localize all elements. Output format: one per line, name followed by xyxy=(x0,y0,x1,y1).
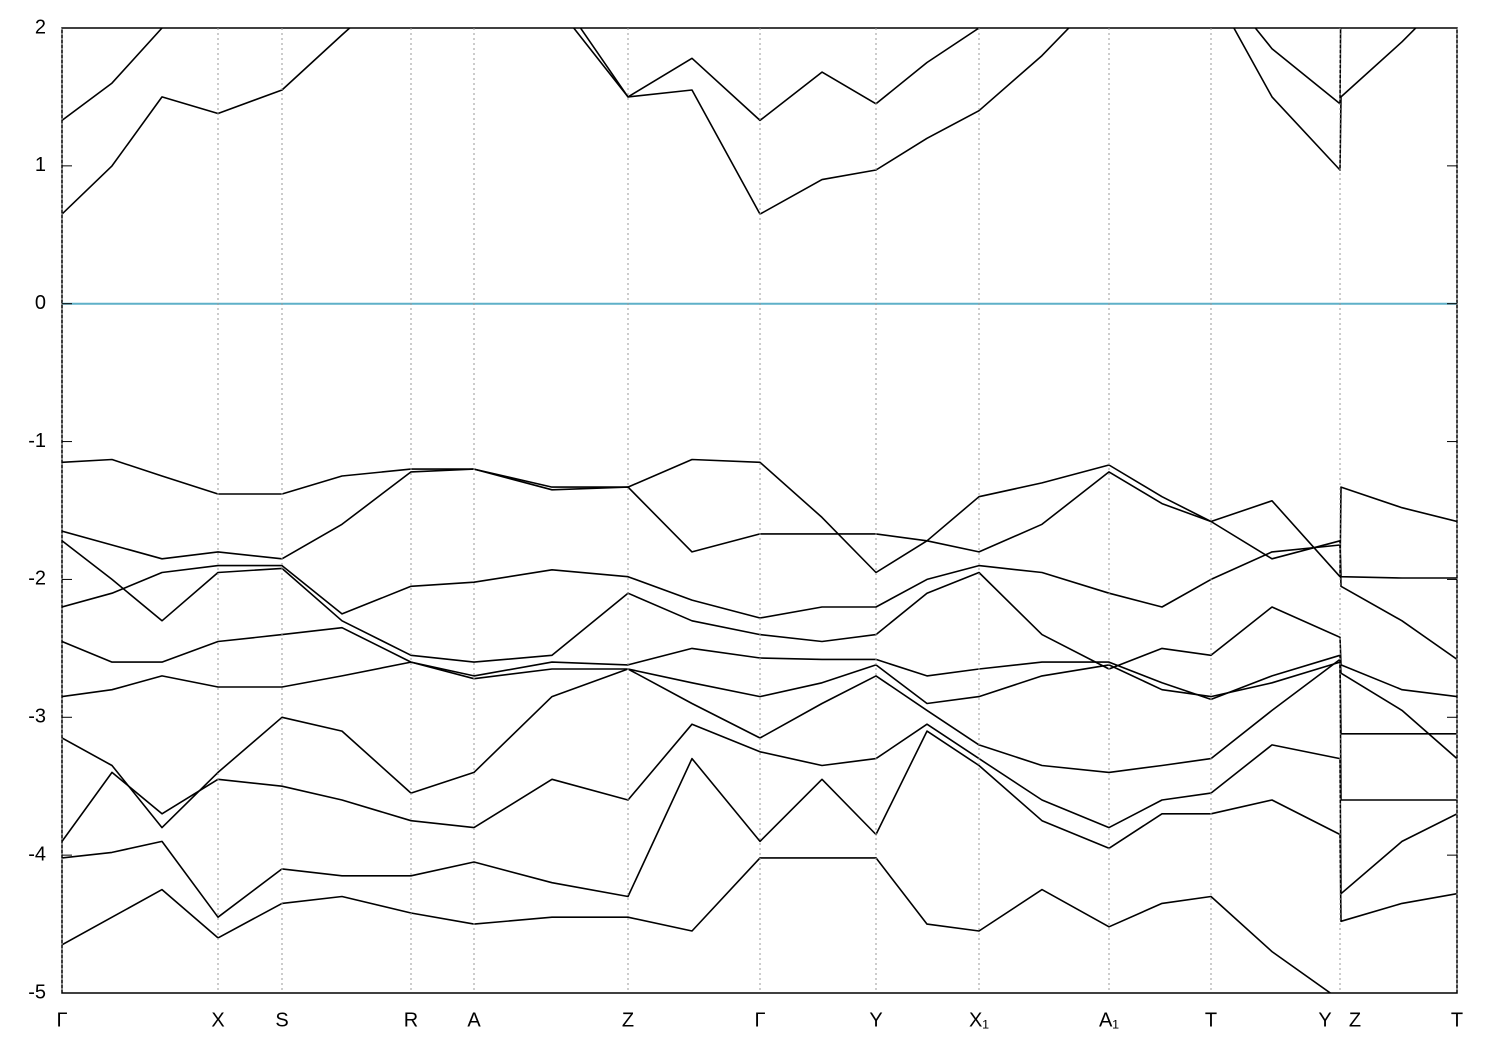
y-tick-label: 0 xyxy=(35,292,46,314)
band-line xyxy=(62,723,1457,895)
band-line xyxy=(62,544,1457,661)
x-tick-label: Y xyxy=(869,1009,882,1031)
x-tick-label: X xyxy=(211,1009,224,1031)
y-tick-label: -2 xyxy=(28,568,46,590)
x-tick-label: Γ xyxy=(56,1009,67,1031)
y-tick-label: -3 xyxy=(28,706,46,728)
y-tick-label: -4 xyxy=(28,843,46,865)
y-tick-label: -1 xyxy=(28,430,46,452)
x-tick-label: Z xyxy=(622,1009,634,1031)
band-line xyxy=(62,661,1457,735)
x-tick-label: Γ xyxy=(754,1009,765,1031)
y-tick-label: -5 xyxy=(28,981,46,1003)
x-tick-label: T xyxy=(1205,1009,1217,1031)
y-tick-label: 1 xyxy=(35,154,46,176)
band-line xyxy=(62,658,1457,829)
x-tick-label: A xyxy=(467,1009,481,1031)
x-tick-label: R xyxy=(404,1009,418,1031)
x-tick-label: X₁ xyxy=(969,1009,989,1031)
x-tick-label: A₁ xyxy=(1099,1009,1119,1031)
y-tick-label: 2 xyxy=(35,16,46,38)
band-line xyxy=(62,28,1417,215)
x-tick-label: Y xyxy=(1318,1009,1331,1031)
band-line xyxy=(62,28,1342,122)
x-tick-label: Z xyxy=(1349,1009,1361,1031)
x-tick-label: S xyxy=(275,1009,288,1031)
x-tick-label: T xyxy=(1451,1009,1463,1031)
